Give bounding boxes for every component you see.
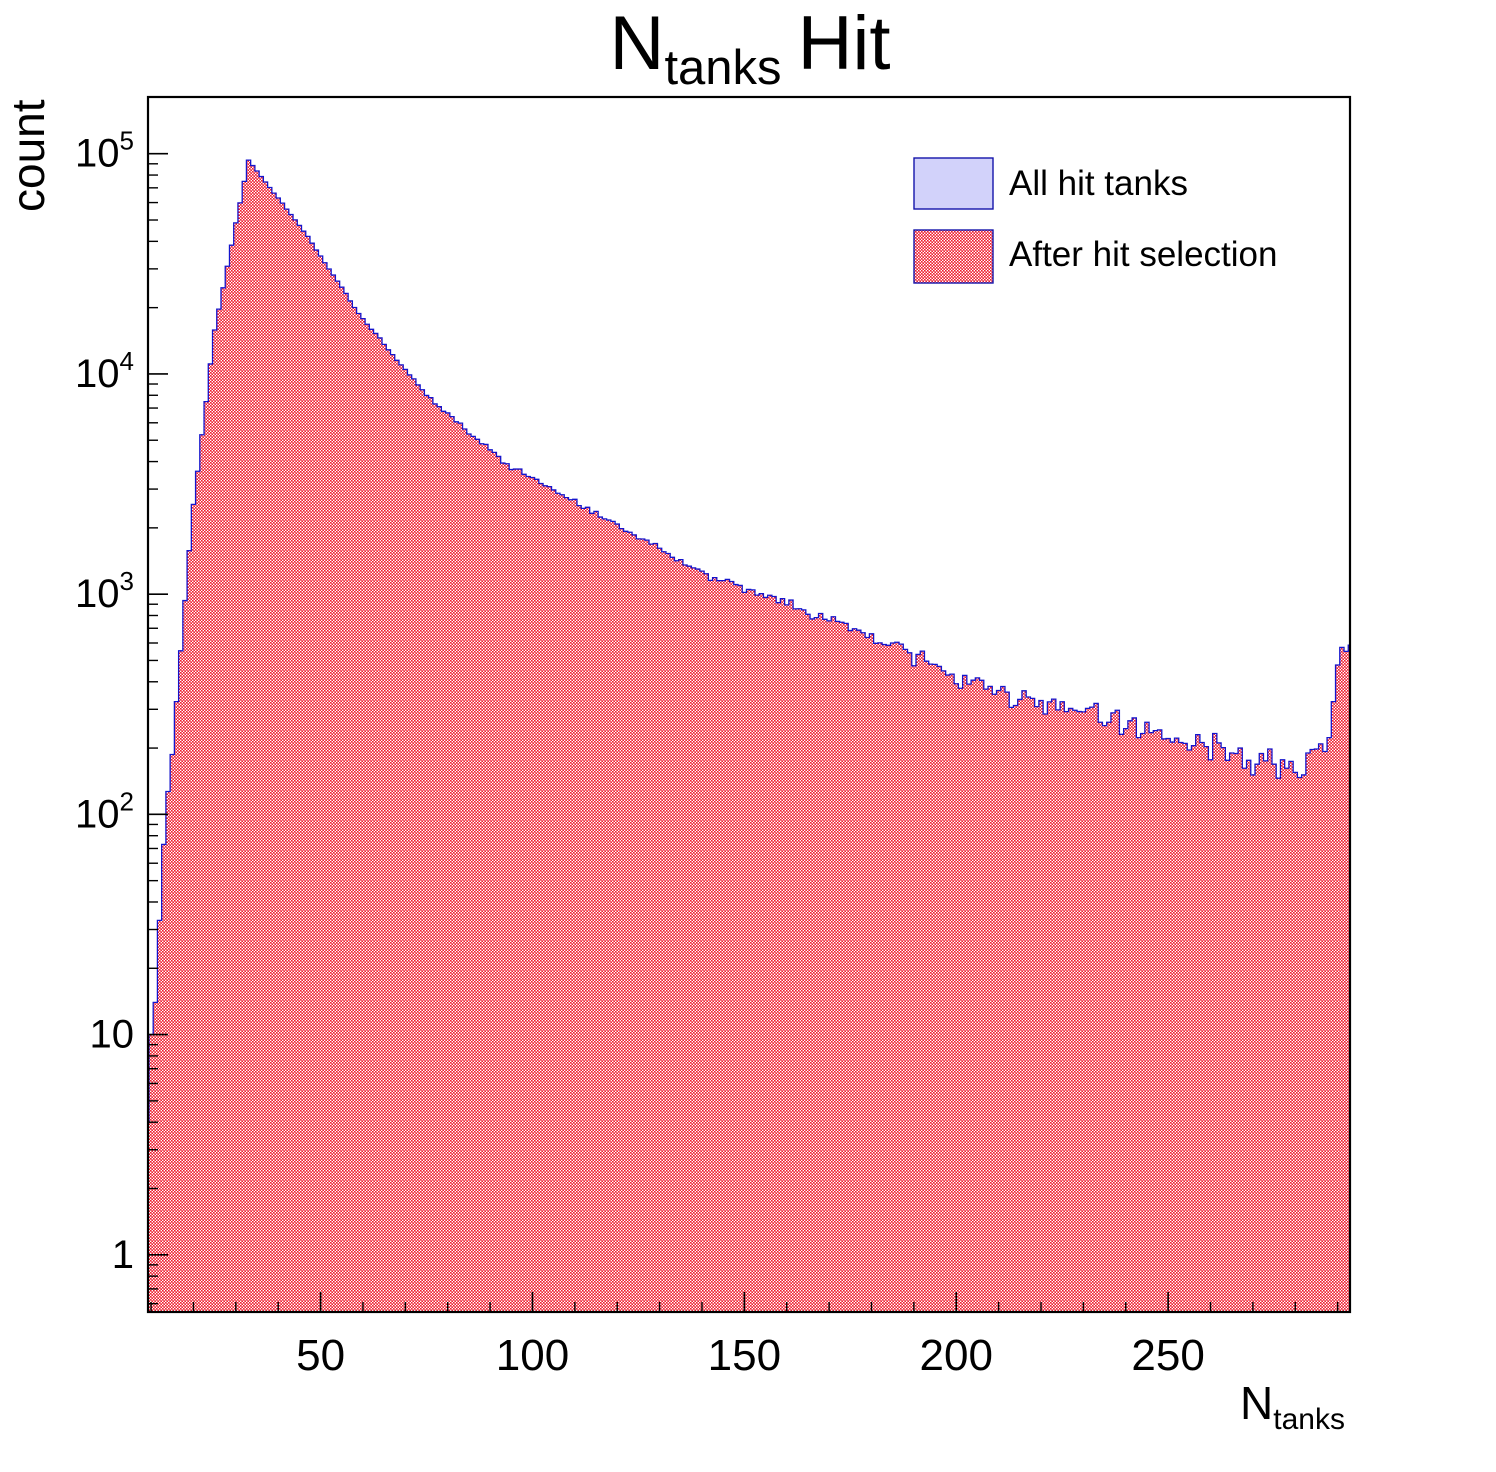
svg-text:102: 102 bbox=[75, 786, 134, 836]
svg-text:200: 200 bbox=[920, 1331, 993, 1380]
svg-text:250: 250 bbox=[1131, 1331, 1204, 1380]
svg-text:105: 105 bbox=[75, 126, 134, 176]
svg-text:After hit selection: After hit selection bbox=[1009, 235, 1277, 274]
svg-text:All hit tanks: All hit tanks bbox=[1009, 164, 1188, 203]
svg-text:50: 50 bbox=[296, 1331, 345, 1380]
svg-text:10: 10 bbox=[90, 1013, 135, 1057]
svg-text:count: count bbox=[2, 99, 54, 212]
svg-text:150: 150 bbox=[708, 1331, 781, 1380]
svg-text:103: 103 bbox=[75, 566, 134, 616]
svg-text:Ntanks: Ntanks bbox=[1240, 1377, 1345, 1436]
svg-text:104: 104 bbox=[75, 346, 134, 396]
svg-text:100: 100 bbox=[496, 1331, 569, 1380]
svg-text:1: 1 bbox=[112, 1233, 134, 1277]
